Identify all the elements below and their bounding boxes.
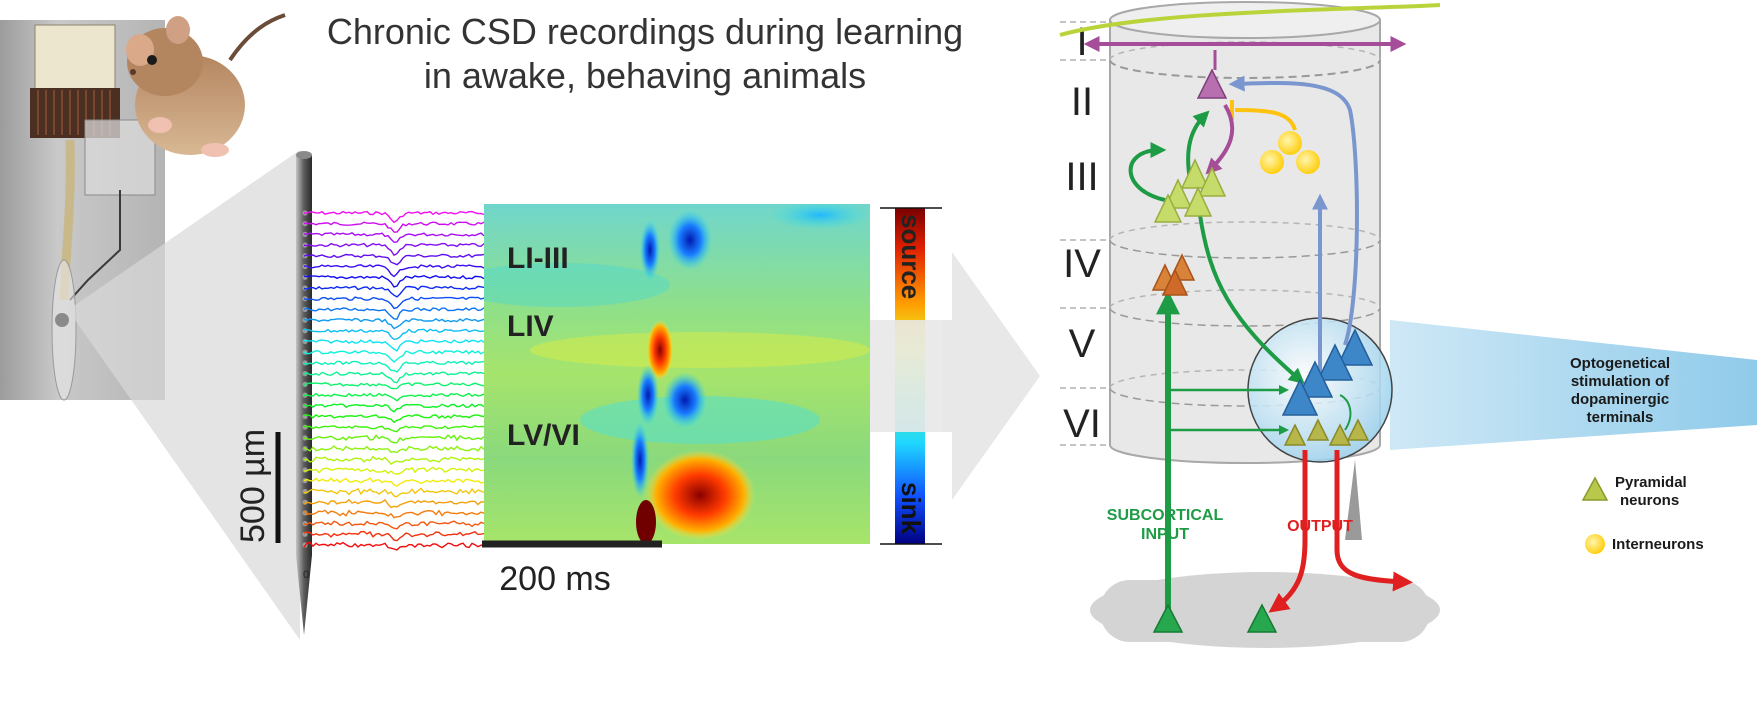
electrode-contact bbox=[302, 424, 308, 430]
lfp-trace bbox=[304, 264, 485, 278]
layer1-input-arrow bbox=[1059, 3, 1441, 37]
lfp-trace bbox=[303, 509, 485, 519]
lfp-trace bbox=[303, 296, 485, 310]
electrode-contact bbox=[302, 285, 308, 291]
flow-arrow-icon bbox=[942, 252, 1040, 500]
lfp-trace bbox=[303, 455, 485, 465]
legend-interneuron-icon bbox=[1585, 534, 1605, 554]
legend-interneurons-label: Interneurons bbox=[1612, 536, 1704, 553]
lfp-trace bbox=[303, 445, 485, 454]
subcortical-input-label-line2: INPUT bbox=[1141, 526, 1189, 543]
projection-wedge bbox=[68, 150, 300, 640]
lfp-trace bbox=[303, 381, 485, 390]
probe-zero-label: 0 bbox=[303, 569, 309, 581]
depth-scale-label: 500 µm bbox=[234, 429, 272, 543]
layer-numeral-i: I bbox=[1076, 20, 1087, 64]
cortical-column bbox=[1090, 1, 1440, 648]
legend-pyramidal-icon bbox=[1581, 476, 1609, 501]
lfp-trace bbox=[303, 210, 485, 224]
colorbar-sink-label: sink bbox=[896, 482, 926, 535]
interneurons bbox=[1260, 131, 1320, 174]
electrode-contact bbox=[302, 467, 308, 473]
opto-label-line2: stimulation of bbox=[1571, 373, 1670, 390]
lfp-trace bbox=[303, 274, 485, 288]
lfp-trace bbox=[303, 541, 485, 551]
lfp-trace bbox=[303, 414, 485, 424]
subcortical-input-label-line1: SUBCORTICAL bbox=[1107, 507, 1224, 524]
legend bbox=[1581, 476, 1609, 554]
electrode-contact bbox=[302, 338, 308, 345]
lfp-trace bbox=[303, 307, 485, 320]
light-beam bbox=[1390, 320, 1757, 450]
opto-label-line4: terminals bbox=[1587, 409, 1654, 426]
pyramidal-neurons bbox=[1151, 68, 1374, 633]
layer-label-li-iii: LI-III bbox=[507, 242, 569, 275]
layer2-to-3-arrow bbox=[1205, 103, 1235, 175]
layer-label-liv: LIV bbox=[507, 310, 554, 343]
lfp-trace bbox=[303, 242, 485, 257]
lfp-trace bbox=[303, 466, 485, 475]
opto-label-line3: dopaminergic bbox=[1571, 391, 1669, 408]
legend-pyramidal-line1: Pyramidal bbox=[1615, 474, 1687, 491]
lfp-trace bbox=[303, 285, 485, 298]
gerbil-photo bbox=[126, 13, 286, 157]
lfp-trace bbox=[303, 371, 485, 384]
opto-label-line1: Optogenetical bbox=[1570, 355, 1670, 372]
lfp-trace bbox=[303, 317, 485, 330]
lfp-trace bbox=[303, 487, 485, 498]
layer-numeral-ii: II bbox=[1071, 80, 1093, 124]
csd-map bbox=[484, 204, 870, 544]
layer3-to-deep-arrow bbox=[1198, 214, 1305, 385]
lfp-trace bbox=[303, 403, 485, 413]
inhibitory-connection bbox=[1234, 108, 1297, 131]
title-line2: in awake, behaving animals bbox=[424, 55, 866, 96]
layer-label-lv-vi: LV/VI bbox=[507, 419, 580, 452]
lfp-trace bbox=[303, 360, 485, 373]
lfp-trace bbox=[303, 530, 485, 542]
lfp-trace bbox=[303, 425, 485, 433]
lfp-trace bbox=[304, 339, 485, 352]
time-scale-label: 200 ms bbox=[499, 560, 611, 598]
electrode-contact bbox=[302, 328, 308, 334]
layer-numeral-iii: III bbox=[1065, 155, 1098, 199]
recurrent-arrow bbox=[1128, 142, 1167, 202]
layer-numeral-iv: IV bbox=[1063, 242, 1101, 286]
output-arrow-subcortical bbox=[1268, 450, 1308, 613]
lfp-traces bbox=[303, 210, 485, 551]
lfp-trace bbox=[303, 392, 485, 402]
output-arrow-lateral bbox=[1334, 450, 1413, 592]
lfp-trace bbox=[303, 253, 485, 266]
colorbar-source-label: source bbox=[896, 214, 926, 299]
lfp-trace bbox=[303, 434, 485, 444]
legend-pyramidal-line2: neurons bbox=[1620, 492, 1679, 509]
lfp-trace bbox=[303, 231, 485, 243]
title-line1: Chronic CSD recordings during learning bbox=[327, 11, 963, 52]
layer-numeral-v: V bbox=[1069, 322, 1096, 366]
lfp-trace bbox=[303, 520, 485, 530]
layer-separators bbox=[1060, 21, 1110, 446]
output-label: OUTPUT bbox=[1287, 518, 1353, 535]
lfp-trace bbox=[304, 328, 485, 341]
layer-numeral-vi: VI bbox=[1063, 402, 1101, 446]
feedback-arrow-to-layer2 bbox=[1228, 75, 1359, 346]
lfp-trace bbox=[303, 221, 485, 233]
lfp-trace bbox=[303, 349, 485, 363]
lfp-trace bbox=[303, 498, 485, 509]
lfp-trace bbox=[303, 477, 485, 487]
